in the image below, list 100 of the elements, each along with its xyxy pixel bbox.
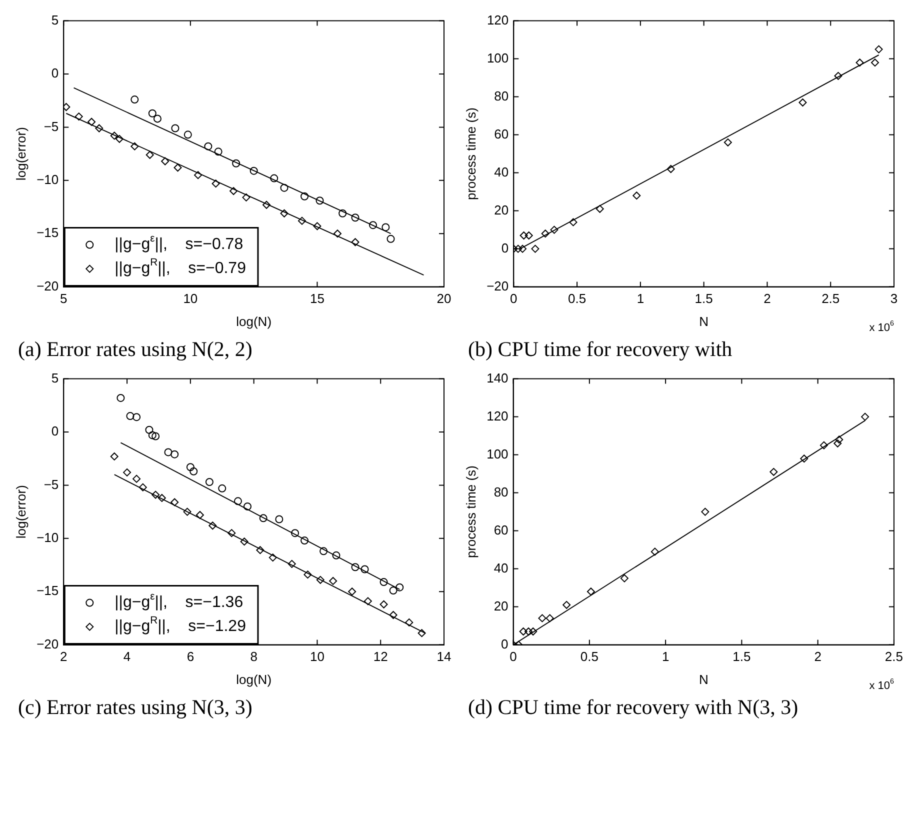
point	[524, 628, 533, 636]
point	[64, 102, 70, 111]
point	[514, 244, 522, 253]
point	[190, 467, 198, 476]
y-tick-label: −15	[36, 225, 59, 240]
x-tick-label: 2	[814, 649, 822, 664]
point	[701, 508, 710, 516]
point	[232, 159, 240, 168]
point	[250, 166, 258, 175]
point	[205, 478, 214, 486]
x-axis-title: log(N)	[236, 672, 272, 687]
point	[152, 432, 160, 440]
point	[380, 578, 388, 586]
point	[620, 574, 628, 582]
point	[351, 238, 360, 246]
x-tick-label: 10	[183, 291, 198, 306]
point	[834, 72, 842, 80]
text: (c) Error rates using N(3, 3)	[17, 694, 254, 720]
x-tick-label: 10	[310, 649, 324, 664]
point	[153, 114, 162, 123]
point	[389, 611, 398, 620]
point	[418, 629, 426, 638]
point	[546, 614, 554, 622]
point	[259, 514, 268, 522]
point	[529, 628, 538, 636]
point	[130, 96, 139, 104]
point	[88, 118, 96, 126]
x-tick-label: 8	[250, 649, 258, 664]
point	[332, 551, 340, 560]
point	[132, 413, 141, 422]
point	[405, 618, 414, 626]
x-tick-label: 1.5	[694, 291, 713, 306]
x-tick-label: 0.5	[580, 649, 598, 664]
point	[123, 468, 132, 476]
point	[569, 218, 578, 226]
point	[364, 597, 372, 606]
point	[280, 184, 288, 192]
text: (d) CPU time for recovery with N(3, 3)	[467, 694, 800, 720]
point	[148, 109, 156, 118]
point	[275, 515, 284, 524]
point	[380, 600, 388, 608]
point	[531, 244, 540, 253]
y-tick-label: −5	[44, 118, 59, 134]
point	[161, 157, 170, 166]
y-tick-label: 0	[51, 66, 59, 81]
point	[861, 412, 870, 421]
point	[194, 171, 202, 180]
y-tick-label: 60	[494, 126, 509, 142]
point	[835, 436, 844, 444]
point	[351, 214, 360, 222]
y-tick-label: 20	[494, 202, 509, 218]
point	[300, 192, 309, 200]
x-axis-title: N	[698, 672, 708, 687]
y-axis-title: process time (s)	[463, 466, 478, 558]
point	[320, 547, 328, 556]
point	[115, 134, 124, 143]
point	[519, 628, 528, 636]
y-tick-label: −5	[44, 476, 59, 492]
point	[262, 200, 271, 209]
point	[146, 150, 154, 159]
point	[524, 232, 533, 240]
x-tick-label: 1.5	[732, 649, 751, 664]
point	[212, 180, 220, 188]
point	[316, 196, 324, 205]
point	[650, 548, 659, 556]
point	[110, 452, 118, 460]
y-tick-label: 0	[501, 240, 509, 256]
point	[724, 138, 732, 146]
point	[800, 454, 808, 463]
point	[632, 192, 641, 200]
point	[298, 216, 306, 225]
y-tick-label: 120	[486, 408, 508, 424]
point	[132, 474, 141, 483]
point	[164, 448, 172, 456]
point	[170, 450, 179, 458]
point	[95, 124, 104, 132]
x-tick-label: 12	[373, 649, 388, 664]
point	[586, 588, 595, 596]
y-tick-label: 80	[494, 88, 509, 104]
point	[820, 441, 828, 450]
point	[204, 142, 212, 150]
x-tick-label: 1	[636, 291, 644, 306]
point	[126, 412, 134, 420]
point	[218, 484, 226, 492]
x-tick-label: 2	[60, 649, 68, 664]
point	[538, 614, 546, 622]
y-tick-label: 20	[494, 598, 508, 614]
point	[183, 508, 192, 516]
point	[256, 546, 264, 554]
point	[145, 426, 154, 434]
y-tick-label: 120	[486, 12, 509, 28]
y-tick-label: 100	[486, 50, 509, 66]
point	[116, 394, 125, 402]
y-tick-label: −20	[36, 278, 59, 294]
point	[230, 187, 238, 196]
point	[369, 221, 377, 230]
y-tick-label: 60	[494, 522, 508, 538]
point	[208, 522, 217, 530]
point	[138, 483, 147, 492]
point	[348, 588, 356, 596]
